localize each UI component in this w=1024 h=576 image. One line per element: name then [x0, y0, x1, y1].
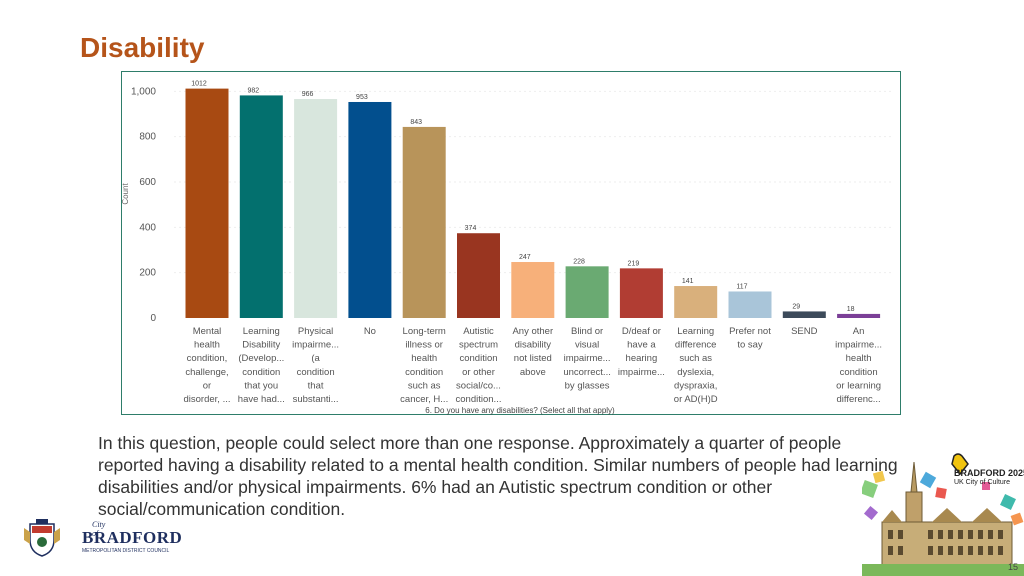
council-sub-label: METROPOLITAN DISTRICT COUNCIL	[82, 548, 170, 554]
bar	[619, 268, 663, 318]
bar-value-label: 228	[573, 258, 585, 265]
y-tick-label: 200	[139, 268, 156, 279]
x-tick-label: Any other disability not listed above	[512, 326, 553, 378]
bar	[185, 88, 229, 318]
bar-value-label: 29	[792, 303, 800, 310]
bar-value-label: 1012	[191, 81, 207, 88]
x-tick-label: D/deaf or have a hearing impairme...	[618, 326, 665, 378]
x-tick-label: SEND	[791, 326, 818, 337]
culture-title: BRADFORD 2025	[954, 468, 1024, 478]
x-tick-label: Blind or visual impairme... uncorrect... by …	[563, 326, 611, 391]
y-tick-label: 400	[139, 222, 156, 233]
x-tick-label: Physical impairme... (a condition that substa…	[292, 326, 339, 405]
y-tick-label: 0	[150, 313, 156, 324]
x-tick-label: An impairme... health condition or learning d…	[835, 326, 882, 405]
bar	[674, 286, 718, 318]
council-crest-icon	[24, 519, 60, 557]
bar-value-label: 966	[302, 91, 314, 98]
y-tick-label: 600	[139, 177, 156, 188]
culture-logo: BRADFORD 2025 UK City of Culture 15	[862, 452, 1024, 576]
y-tick-label: 800	[139, 132, 156, 143]
bar-value-label: 117	[736, 283, 747, 290]
x-tick-label: Mental health condition, challenge, or disord…	[184, 326, 231, 405]
bar	[402, 126, 446, 318]
bar-value-label: 219	[628, 260, 640, 267]
description-text: In this question, people could select mo…	[98, 433, 898, 519]
council-logo: City of BRADFORD METROPOLITAN DISTRICT C…	[22, 518, 182, 560]
city-hall-illustration-icon	[862, 453, 1024, 576]
slide-title: Disability	[80, 32, 205, 63]
y-tick-label: 1,000	[131, 86, 156, 97]
bar	[348, 101, 392, 318]
bar-value-label: 18	[847, 306, 855, 313]
bar	[782, 311, 826, 318]
bar	[565, 266, 609, 318]
bar-value-label: 374	[465, 225, 477, 232]
bar-value-label: 843	[410, 119, 422, 126]
bar	[728, 291, 772, 318]
chart-frame: 0 200 400 600 800 1,000 Count 1012 Mental health c…	[121, 71, 901, 415]
x-tick-label: Learning Disability (Develop... condition th…	[238, 326, 285, 405]
bar-value-label: 982	[247, 87, 259, 94]
x-axis-label: 6. Do you have any disabilities? (Select…	[425, 406, 615, 415]
council-name-label: BRADFORD	[82, 528, 183, 547]
page-number: 15	[1007, 562, 1018, 572]
x-tick-label: Learning difference such as dyslexia, dyspra…	[674, 326, 718, 405]
bar-chart: 0 200 400 600 800 1,000 Count 1012 Mental health c…	[122, 81, 892, 415]
bar	[294, 99, 338, 318]
bar	[511, 262, 555, 318]
council-city-label: City of	[92, 520, 106, 538]
x-tick-label: Autistic spectrum condition or other social/…	[456, 326, 502, 405]
bar	[837, 313, 881, 318]
x-tick-label: Long-term illness or health condition such a…	[400, 326, 448, 405]
bar	[457, 233, 500, 318]
culture-subtitle: UK City of Culture	[954, 479, 1011, 486]
bar-value-label: 141	[682, 278, 694, 285]
bar-value-label: 953	[356, 94, 368, 101]
bar	[239, 95, 283, 318]
x-tick-label: Prefer not to say	[729, 326, 771, 351]
x-tick-label: No	[364, 326, 376, 337]
y-axis-label: Count	[122, 183, 130, 205]
bar-value-label: 247	[519, 254, 531, 261]
